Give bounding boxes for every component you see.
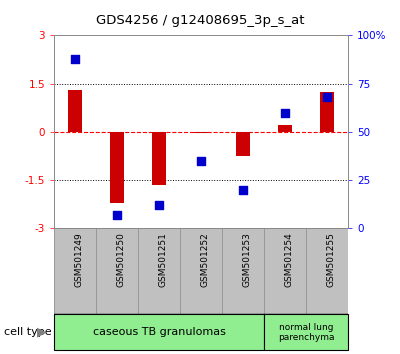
Text: cell type: cell type <box>4 327 52 337</box>
Point <box>282 110 288 115</box>
Bar <box>264 314 348 350</box>
Point <box>114 212 120 218</box>
Bar <box>194 132 208 133</box>
Text: caseous TB granulomas: caseous TB granulomas <box>92 327 226 337</box>
Text: GSM501253: GSM501253 <box>243 233 252 287</box>
Bar <box>54 314 264 350</box>
Point <box>198 158 204 164</box>
Text: GSM501252: GSM501252 <box>201 233 210 287</box>
Text: GSM501250: GSM501250 <box>117 233 126 287</box>
Bar <box>278 125 292 132</box>
Bar <box>236 132 250 156</box>
Bar <box>110 132 124 202</box>
Text: GSM501251: GSM501251 <box>159 233 168 287</box>
Point <box>72 56 78 61</box>
Point <box>324 94 330 100</box>
Text: GSM501255: GSM501255 <box>327 233 336 287</box>
Bar <box>68 90 82 132</box>
Text: ▶: ▶ <box>37 326 47 339</box>
Bar <box>152 132 166 185</box>
Text: normal lung
parenchyma: normal lung parenchyma <box>278 322 334 342</box>
Text: GSM501249: GSM501249 <box>75 233 84 287</box>
Bar <box>320 92 334 132</box>
Text: GDS4256 / g12408695_3p_s_at: GDS4256 / g12408695_3p_s_at <box>96 14 304 27</box>
Point <box>240 187 246 193</box>
Text: GSM501254: GSM501254 <box>285 233 294 287</box>
Point <box>156 202 162 208</box>
